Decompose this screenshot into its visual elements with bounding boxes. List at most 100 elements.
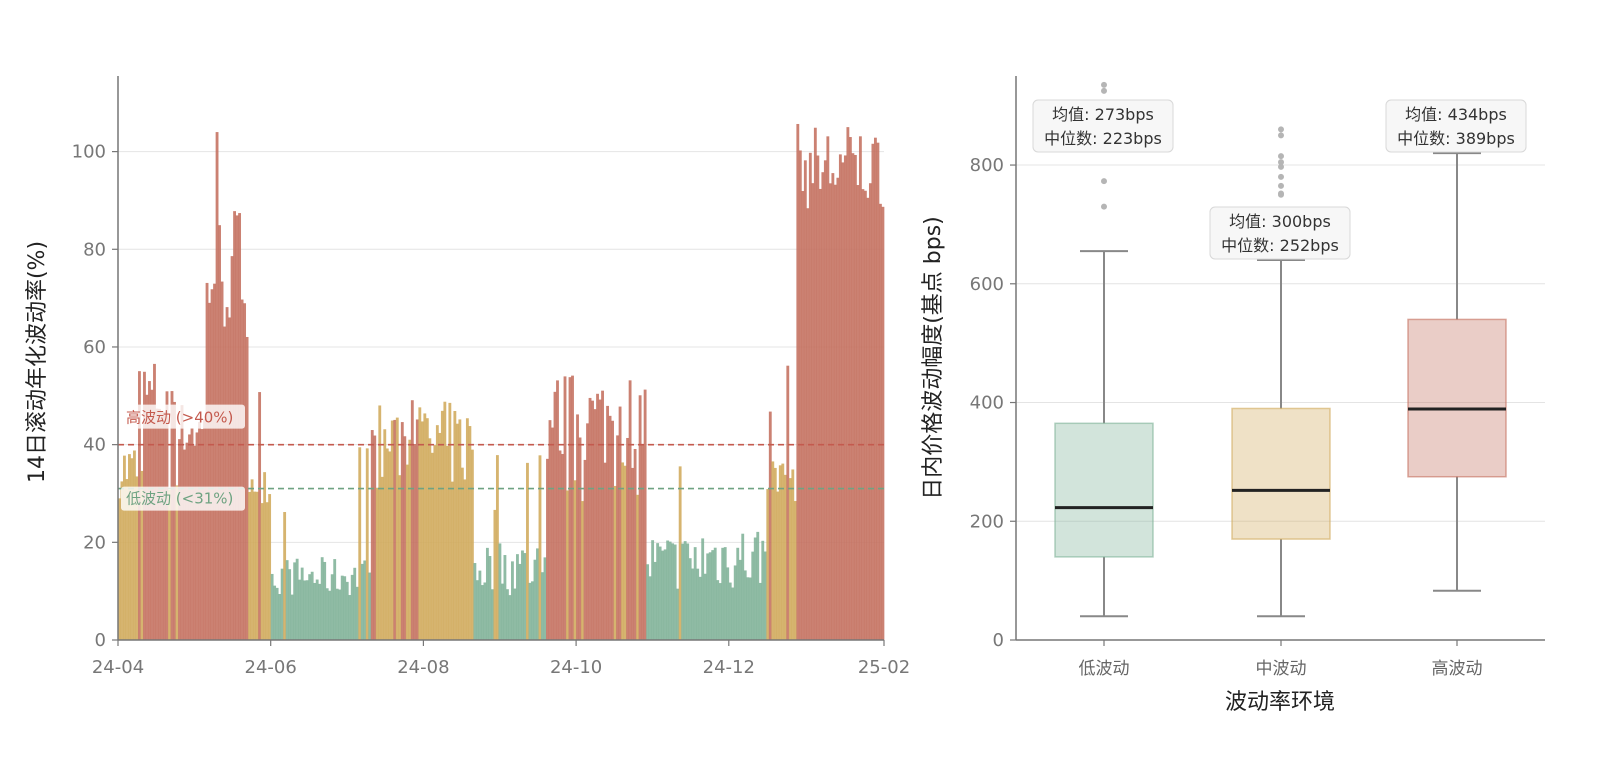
volatility-bar xyxy=(395,417,399,640)
volatility-bar xyxy=(611,420,614,640)
volatility-bar xyxy=(571,375,574,640)
volatility-bar xyxy=(310,571,314,640)
volatility-bar xyxy=(628,380,632,640)
volatility-bar xyxy=(460,467,464,640)
volatility-bar xyxy=(506,589,509,640)
left-x-tick-label: 24-08 xyxy=(397,657,449,678)
volatility-bar xyxy=(403,436,407,640)
volatility-bar xyxy=(120,481,124,640)
volatility-bar xyxy=(118,498,121,640)
volatility-bar xyxy=(568,377,572,640)
volatility-bar xyxy=(475,580,479,640)
left-y-tick-label: 100 xyxy=(72,142,106,163)
iqr-box xyxy=(1231,407,1331,540)
volatility-bar xyxy=(766,489,770,640)
volatility-bar xyxy=(841,162,845,640)
volatility-bar xyxy=(295,558,299,640)
volatility-bar xyxy=(230,256,234,640)
volatility-bar xyxy=(531,581,534,640)
volatility-bar xyxy=(673,544,677,640)
outlier-point xyxy=(1278,126,1284,133)
volatility-bar xyxy=(821,172,825,640)
volatility-bar xyxy=(856,185,860,640)
volatility-bar xyxy=(423,413,427,640)
high-threshold-label: 高波动 (>40%) xyxy=(121,404,245,429)
volatility-bar xyxy=(718,583,722,640)
mean-label: 均值: 300bps xyxy=(1229,212,1331,231)
volatility-bar xyxy=(701,538,705,640)
volatility-bar xyxy=(663,549,667,640)
volatility-bar xyxy=(220,281,224,640)
volatility-bar xyxy=(576,414,579,640)
volatility-bar xyxy=(798,150,802,640)
volatility-bar xyxy=(596,393,599,640)
volatility-bar xyxy=(405,464,409,640)
volatility-bar xyxy=(528,582,532,640)
volatility-bar xyxy=(348,595,352,640)
volatility-bar xyxy=(133,450,136,640)
volatility-bar xyxy=(523,553,527,640)
volatility-bar xyxy=(150,389,154,640)
volatility-bar xyxy=(831,173,835,640)
volatility-bar xyxy=(408,439,412,640)
volatility-bar xyxy=(811,183,815,640)
volatility-bar xyxy=(633,448,637,640)
volatility-bar xyxy=(693,547,697,640)
right-y-tick-label: 800 xyxy=(970,155,1004,176)
volatility-bar xyxy=(193,445,196,640)
category-label: 高波动 xyxy=(1432,659,1483,679)
volatility-bar xyxy=(290,594,294,640)
volatility-bar xyxy=(258,392,262,640)
volatility-bar xyxy=(501,583,504,640)
volatility-bar xyxy=(323,561,327,640)
volatility-bar xyxy=(490,589,494,640)
volatility-bar xyxy=(846,127,850,641)
volatility-bar xyxy=(736,547,740,640)
volatility-bar xyxy=(863,190,867,641)
volatility-bar xyxy=(335,588,339,640)
annotation-low: 均值: 273bps 中位数: 223bps xyxy=(1032,99,1174,153)
volatility-bar xyxy=(318,583,322,640)
volatility-bar xyxy=(413,443,417,640)
outlier-point xyxy=(1101,203,1107,210)
volatility-bar xyxy=(623,465,627,640)
volatility-bar xyxy=(343,576,347,640)
volatility-bar xyxy=(698,576,702,640)
volatility-bar xyxy=(345,581,349,640)
volatility-bar xyxy=(636,494,640,640)
volatility-bar xyxy=(213,283,216,640)
volatility-bar xyxy=(758,582,762,640)
volatility-bar xyxy=(173,401,176,640)
volatility-bar xyxy=(470,449,474,640)
volatility-bar xyxy=(536,548,539,640)
volatility-bar xyxy=(180,405,184,640)
volatility-bar xyxy=(298,579,302,640)
left-y-axis-label: 14日滚动年化波动率(%) xyxy=(25,241,50,483)
volatility-bar xyxy=(268,494,272,640)
volatility-bar xyxy=(210,289,214,640)
right-y-tick-label: 200 xyxy=(970,511,1004,532)
volatility-bar xyxy=(253,491,257,640)
volatility-bar xyxy=(418,407,422,640)
volatility-bar xyxy=(378,405,382,640)
volatility-bar xyxy=(255,491,259,640)
volatility-bar xyxy=(861,189,865,640)
volatility-bar xyxy=(851,153,855,640)
volatility-bar xyxy=(538,455,542,640)
volatility-bar xyxy=(215,132,219,640)
volatility-bar xyxy=(603,462,607,640)
volatility-bar xyxy=(188,434,191,640)
volatility-bar xyxy=(425,418,429,640)
volatility-bar xyxy=(836,177,840,641)
volatility-bar xyxy=(606,405,609,640)
volatility-bar xyxy=(303,580,307,640)
outlier-point xyxy=(1101,178,1107,185)
volatility-bar xyxy=(721,547,725,640)
volatility-bar xyxy=(581,501,584,640)
volatility-bar xyxy=(128,454,131,640)
volatility-bar xyxy=(756,531,760,640)
median-label: 中位数: 389bps xyxy=(1397,129,1515,148)
iqr-box xyxy=(1054,422,1154,558)
volatility-bar xyxy=(563,376,567,640)
volatility-bar xyxy=(546,458,549,640)
